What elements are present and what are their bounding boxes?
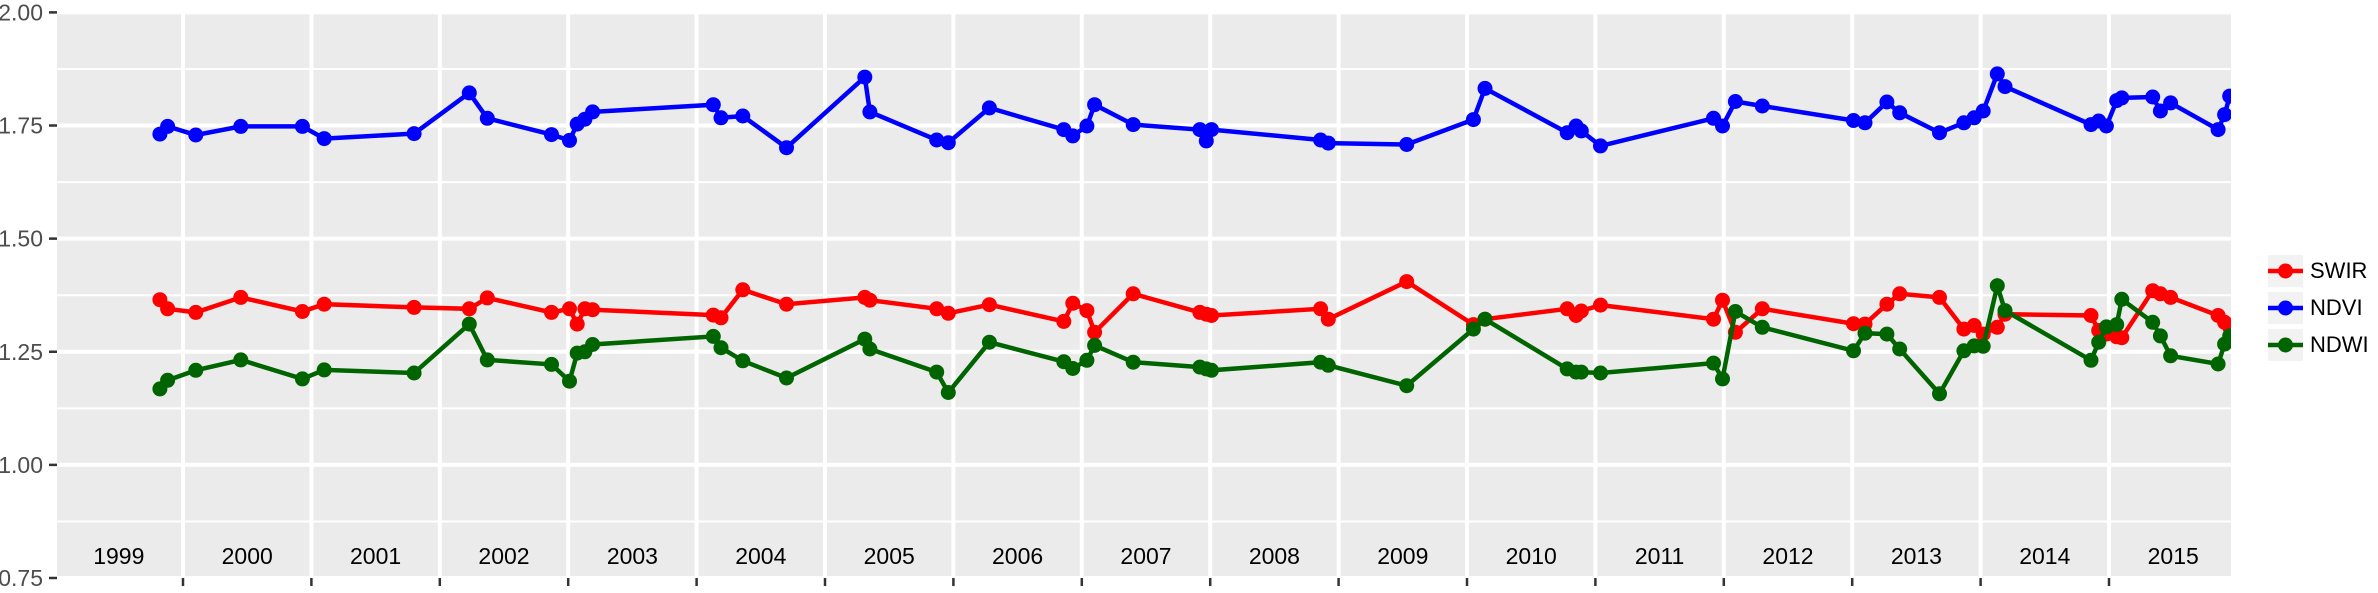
svg-text:2000: 2000 [222, 543, 273, 569]
svg-text:2011: 2011 [1635, 543, 1684, 569]
svg-text:2009: 2009 [1377, 543, 1428, 569]
swir-line-point-icon [2268, 255, 2303, 287]
series-NDWI [152, 277, 2231, 402]
svg-text:1.25: 1.25 [0, 339, 43, 365]
svg-text:2015: 2015 [2148, 543, 2199, 569]
series-group [152, 66, 2231, 402]
ndvi-line-point-icon [2268, 292, 2303, 324]
ndwi-line-point-icon [2268, 329, 2303, 361]
legend-item-swir: SWIR [2268, 255, 2369, 287]
svg-text:0.75: 0.75 [0, 565, 43, 591]
legend-label-ndwi: NDWI [2310, 332, 2369, 357]
y-axis: 0.75 1.00 1.25 1.50 1.75 2.00 [0, 0, 57, 591]
svg-text:2013: 2013 [1891, 543, 1942, 569]
svg-text:2012: 2012 [1762, 543, 1813, 569]
svg-text:2001: 2001 [350, 543, 401, 569]
svg-text:1999: 1999 [93, 543, 144, 569]
svg-text:2014: 2014 [2019, 543, 2070, 569]
x-axis: 1999 2000 2001 2002 2003 2004 2005 2006 2007 2008… [93, 543, 2199, 586]
svg-text:2003: 2003 [607, 543, 658, 569]
svg-text:2002: 2002 [478, 543, 529, 569]
legend-item-ndvi: NDVI [2268, 292, 2369, 324]
legend-label-swir: SWIR [2310, 258, 2368, 283]
svg-text:1.00: 1.00 [0, 452, 43, 478]
svg-text:2007: 2007 [1120, 543, 1171, 569]
legend-label-ndvi: NDVI [2310, 295, 2363, 320]
svg-text:1.50: 1.50 [0, 226, 43, 252]
svg-text:2008: 2008 [1249, 543, 1300, 569]
svg-text:2010: 2010 [1506, 543, 1557, 569]
legend: SWIR NDVI NDWI [2268, 255, 2369, 366]
svg-text:2004: 2004 [735, 543, 786, 569]
svg-text:2006: 2006 [992, 543, 1043, 569]
legend-item-ndwi: NDWI [2268, 329, 2369, 361]
svg-text:2005: 2005 [864, 543, 915, 569]
svg-text:2.00: 2.00 [0, 0, 43, 25]
series-NDVI [152, 66, 2231, 156]
svg-text:1.75: 1.75 [0, 113, 43, 139]
